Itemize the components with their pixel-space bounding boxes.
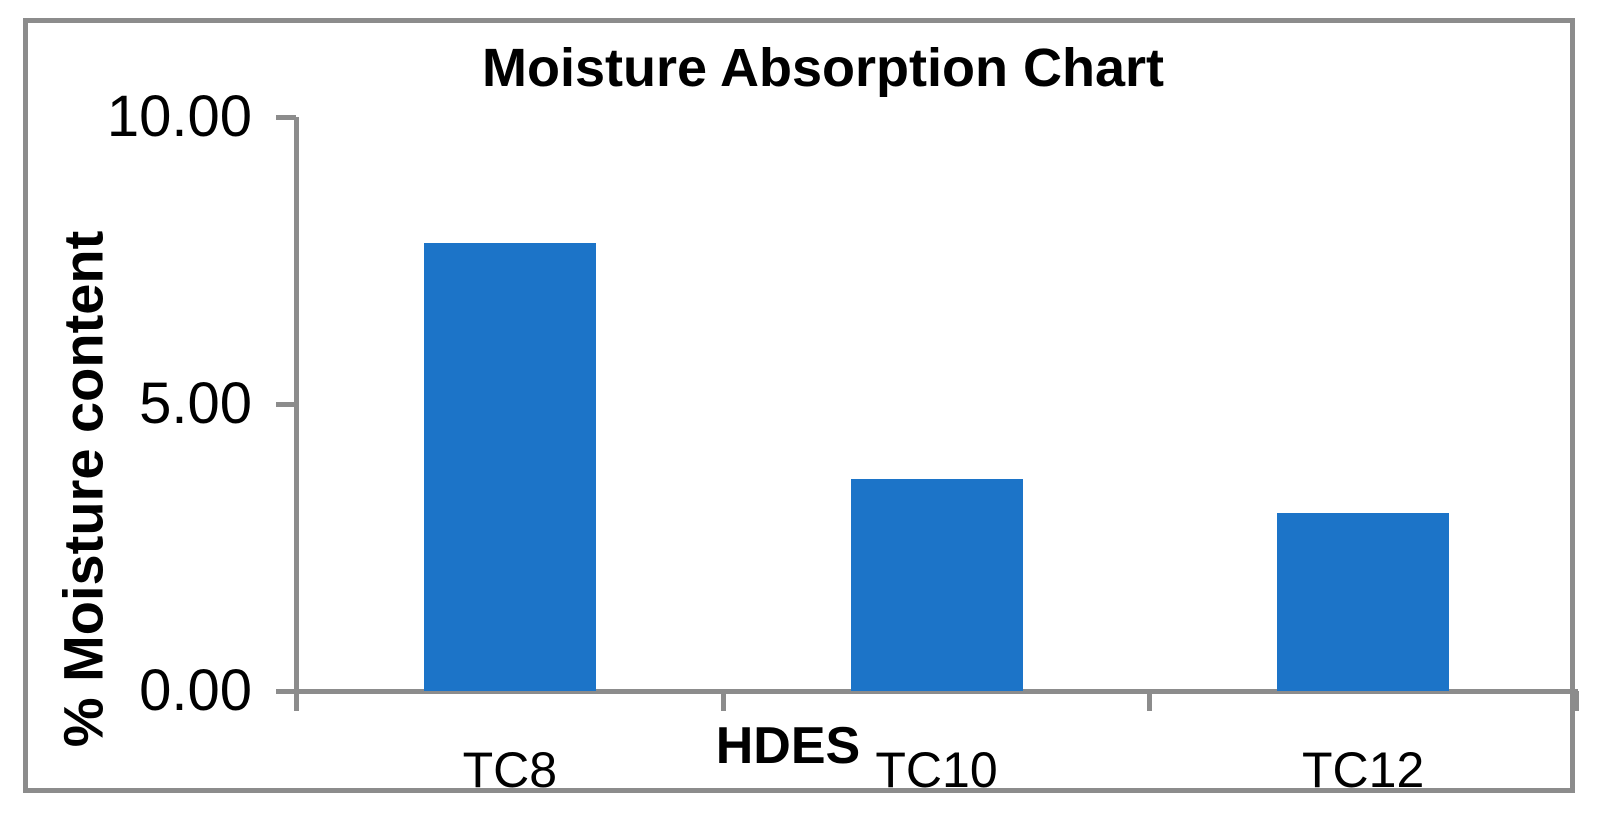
bar-tc12 [1277,513,1450,691]
x-axis-category-label-tc10: TC10 [875,742,998,798]
x-axis-tick-mark [1147,691,1153,711]
x-axis-tick-mark [294,691,299,711]
bar-tc10 [850,478,1023,691]
bar-tc8 [423,243,596,691]
x-axis-tick-mark [1574,691,1579,711]
y-axis-tick-mark [276,401,296,407]
x-axis-tick-mark [720,691,726,711]
chart-title: Moisture Absorption Chart [482,38,1164,98]
y-axis-tick-label: 10.00 [106,84,252,149]
x-axis-category-label-tc12: TC12 [1302,742,1425,798]
x-axis-line [294,689,1578,694]
y-axis-tick-mark [276,688,296,694]
y-axis-tick-label: 5.00 [139,371,252,436]
x-axis-title: HDES [715,717,861,775]
y-axis-line [294,117,299,711]
x-axis-category-label-tc8: TC8 [462,742,558,798]
y-axis-tick-mark [276,114,296,120]
y-axis-tick-label: 0.00 [139,658,252,723]
